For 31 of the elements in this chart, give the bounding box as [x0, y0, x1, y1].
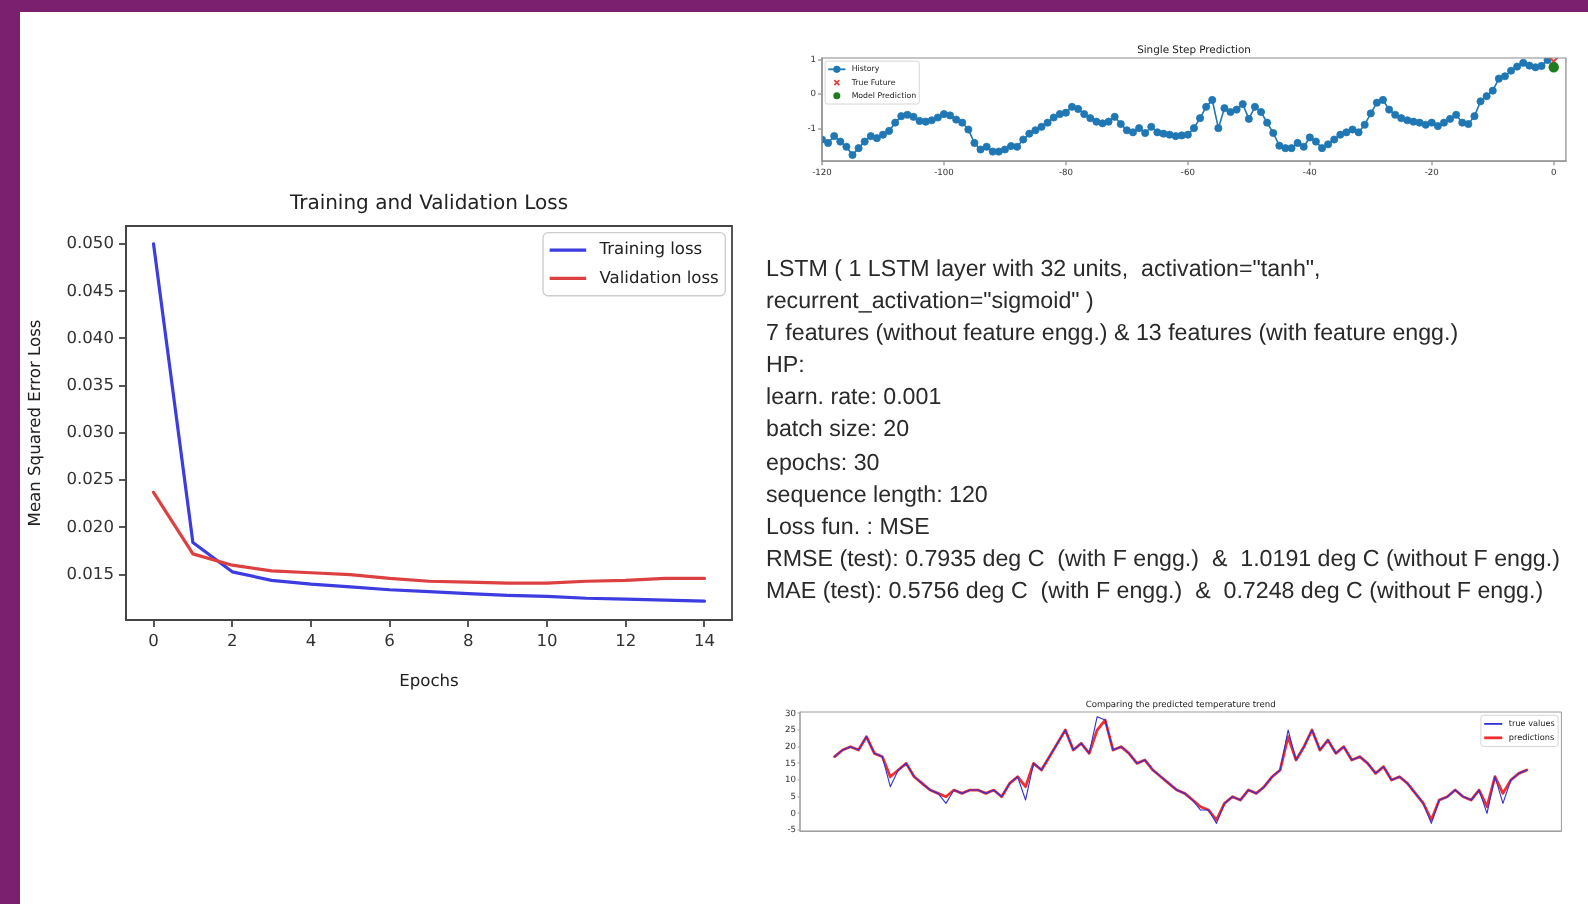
y-tick-label: 0.030 — [66, 421, 114, 442]
x-tick-label: 8 — [463, 630, 474, 651]
x-tick-label: 12 — [615, 630, 637, 651]
text: 7 features (without feature engg.) & 13 features (with feature engg.) — [766, 318, 1461, 351]
text: Loss fun. : MSE — [766, 511, 932, 544]
text: RMSE (test): 0.7935 deg C (with F engg.) & 1.0191 deg C (without F engg.) — [766, 543, 1562, 576]
x-tick-label: 0 — [148, 630, 159, 651]
text: epochs: 30 — [766, 447, 882, 480]
y-axis-title: Mean Squared Error Loss — [24, 319, 45, 527]
y-tick-label: 0.045 — [66, 279, 114, 300]
x-tick-label: 14 — [693, 630, 716, 651]
text: HP: — [766, 350, 807, 383]
x-tick-label: 2 — [226, 630, 238, 651]
y-tick-label: 0.015 — [66, 562, 114, 583]
text: sequence length: 120 — [766, 479, 990, 512]
y-tick-label: 0.040 — [66, 326, 114, 347]
x-tick-label: 10 — [536, 630, 558, 651]
text: learn. rate: 0.001 — [766, 382, 944, 415]
text: LSTM ( 1 LSTM layer with 32 units, activation="tanh", recurrent_activation="sigmoid" ) — [766, 254, 1323, 319]
x-axis-title: Epochs — [399, 670, 459, 691]
text: MAE (test): 0.5756 deg C (with F engg.) & 0.7248 deg C (without F engg.) — [766, 575, 1546, 608]
legend-label: Validation loss — [599, 266, 719, 287]
y-tick-label: 0.020 — [66, 515, 114, 536]
y-tick-label: 0.025 — [66, 468, 114, 489]
chart-title: Training and Validation Loss — [287, 193, 569, 216]
x-tick-label: 6 — [384, 630, 395, 651]
legend-label: Training loss — [597, 238, 703, 259]
x-tick-label: 4 — [305, 630, 317, 651]
y-tick-label: 0.035 — [66, 374, 114, 395]
y-tick-label: 0.050 — [66, 232, 114, 253]
text: batch size: 20 — [766, 414, 912, 447]
